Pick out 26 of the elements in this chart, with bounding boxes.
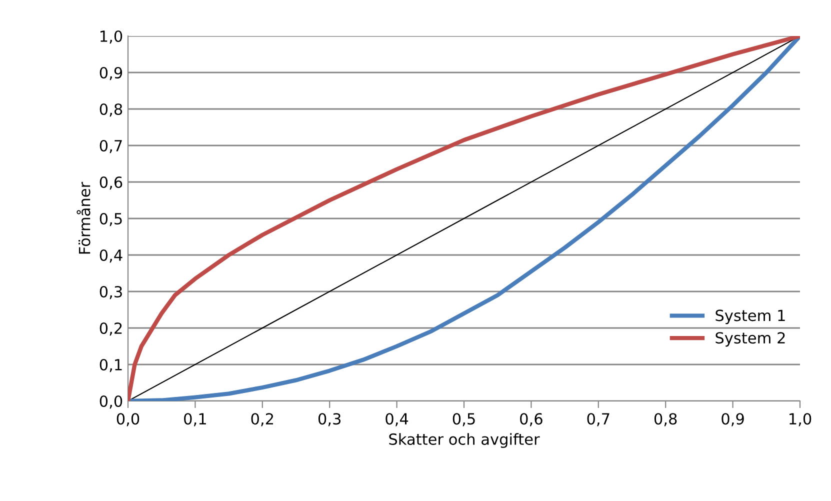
- x-tick-label: 0,4: [386, 413, 408, 426]
- x-tick-label: 0,3: [318, 413, 341, 426]
- x-tick-label: 0,2: [251, 413, 274, 426]
- y-tick-label: 0,0: [100, 395, 122, 409]
- y-tick-label: 0,4: [100, 249, 122, 263]
- y-tick-label: 0,1: [100, 358, 122, 372]
- y-tick-label: 0,7: [100, 140, 122, 154]
- legend-label: System 1: [716, 310, 785, 324]
- x-tick-label: 0,7: [587, 413, 610, 426]
- y-tick-label: 0,3: [100, 286, 122, 300]
- y-tick-label: 0,2: [100, 322, 122, 336]
- x-tick-label: 0,9: [722, 413, 744, 426]
- y-tick-label: 0,8: [100, 103, 122, 117]
- x-axis-title: Skatter och avgifter: [389, 433, 540, 448]
- x-tick-label: 0,5: [452, 413, 475, 426]
- x-tick-label: 1,0: [790, 413, 812, 426]
- x-tick-label: 0,8: [654, 413, 677, 426]
- x-tick-label: 0,0: [116, 413, 140, 426]
- legend-label: System 2: [716, 332, 785, 347]
- y-tick-label: 0,9: [100, 66, 122, 80]
- x-tick-label: 0,1: [184, 413, 206, 426]
- y-tick-label: 1,0: [100, 30, 122, 44]
- x-tick-label: 0,6: [520, 413, 542, 426]
- y-tick-label: 0,5: [100, 212, 122, 226]
- y-tick-label: 0,6: [100, 176, 122, 190]
- y-axis-title: Förmåner: [76, 182, 90, 254]
